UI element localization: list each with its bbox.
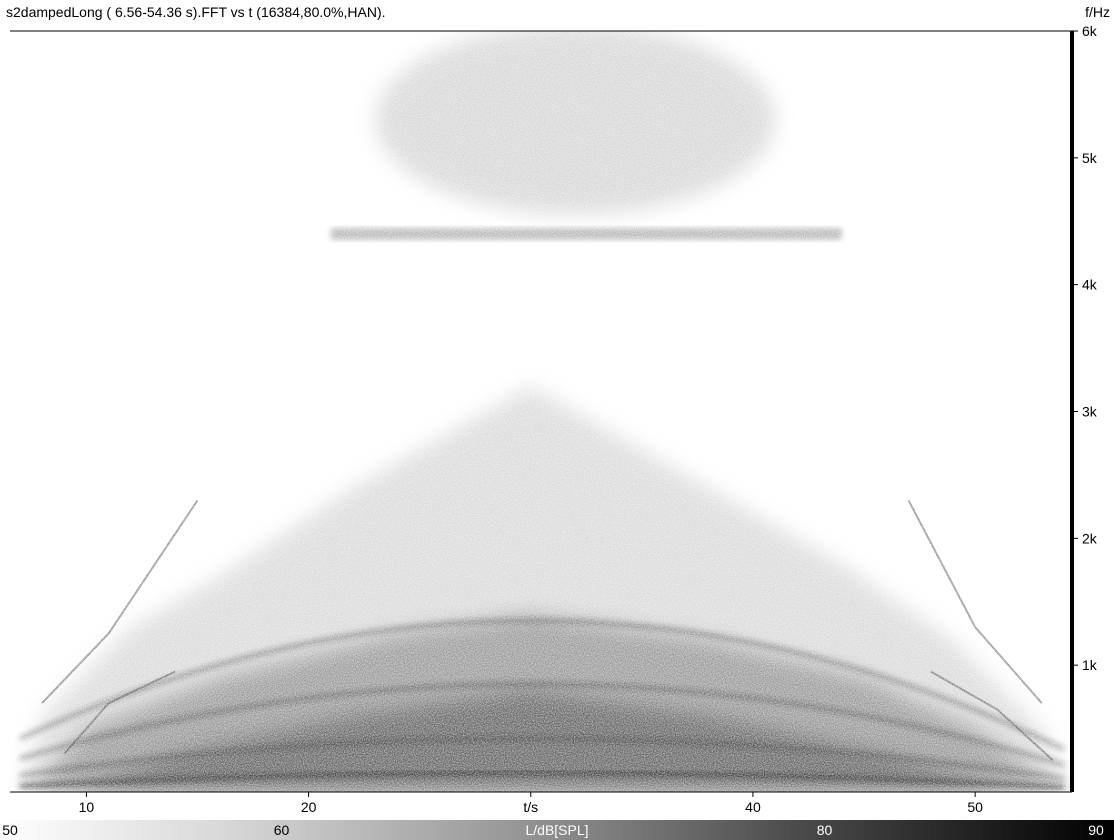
colorbar-tick-50: 50 <box>2 822 18 838</box>
y-tick-label-1000: 1k <box>1082 657 1098 673</box>
chart-title: s2dampedLong ( 6.56-54.36 s).FFT vs t (1… <box>6 4 386 20</box>
x-tick-label-10: 10 <box>79 799 95 815</box>
spectrogram-area <box>10 31 1072 792</box>
colorbar-tick-80: 80 <box>816 822 833 838</box>
noise-texture <box>10 31 1072 792</box>
y-tick-label-2000: 2k <box>1082 530 1098 546</box>
x-tick-label-50: 50 <box>967 799 983 815</box>
colorbar-tick-90: 90 <box>1088 822 1104 838</box>
y-tick-label-3000: 3k <box>1082 404 1098 420</box>
colorbar <box>0 820 1114 840</box>
colorbar-label: L/dB[SPL] <box>525 822 589 838</box>
y-axis-label: f/Hz <box>1085 4 1110 20</box>
x-tick-label-20: 20 <box>301 799 317 815</box>
spectrogram-chart: 10 20 t/s 40 50 1k 2k 3k 4k 5k 6k <box>10 23 1098 815</box>
y-tick-label-4000: 4k <box>1082 277 1098 293</box>
colorbar-tick-60: 60 <box>273 822 290 838</box>
x-tick-label-30: t/s <box>523 799 538 815</box>
y-tick-label-5000: 5k <box>1082 150 1098 166</box>
x-tick-label-40: 40 <box>745 799 761 815</box>
y-tick-label-6000: 6k <box>1082 23 1098 39</box>
